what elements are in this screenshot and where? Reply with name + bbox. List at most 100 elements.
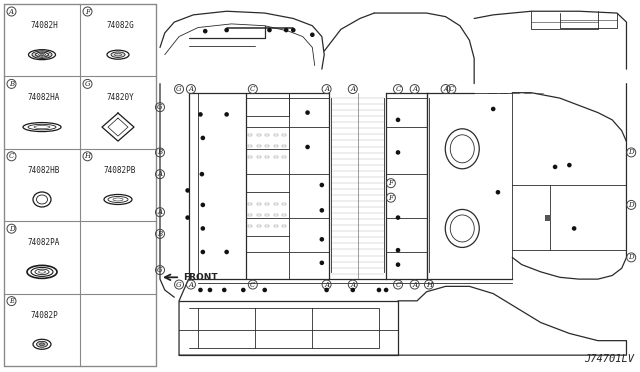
Bar: [545, 215, 551, 221]
Text: A: A: [324, 85, 329, 93]
Ellipse shape: [40, 343, 45, 346]
Bar: [274, 203, 278, 205]
Text: 74082H: 74082H: [30, 21, 58, 30]
Circle shape: [553, 164, 557, 169]
Text: F: F: [85, 7, 90, 16]
Text: A: A: [188, 85, 193, 93]
Text: C: C: [449, 85, 454, 93]
Bar: [282, 225, 286, 227]
Text: C: C: [9, 152, 14, 160]
Text: H: H: [426, 280, 432, 289]
Circle shape: [222, 288, 227, 292]
Text: A: A: [324, 280, 329, 289]
Text: D: D: [628, 148, 634, 156]
Bar: [282, 203, 286, 205]
Bar: [265, 145, 269, 147]
Text: B: B: [157, 148, 163, 156]
Text: B: B: [157, 230, 163, 238]
Text: 74082HA: 74082HA: [28, 93, 60, 102]
Text: 74082PA: 74082PA: [28, 238, 60, 247]
Circle shape: [351, 288, 355, 292]
Circle shape: [396, 215, 400, 220]
Bar: [265, 214, 269, 216]
Bar: [257, 156, 260, 158]
Text: A: A: [443, 85, 448, 93]
Circle shape: [225, 112, 229, 117]
Bar: [274, 145, 278, 147]
Circle shape: [319, 237, 324, 241]
Bar: [248, 134, 252, 136]
Text: D: D: [628, 253, 634, 262]
Text: A: A: [350, 85, 355, 93]
Text: G: G: [157, 103, 163, 111]
Bar: [282, 156, 286, 158]
Text: A: A: [9, 7, 14, 16]
Text: D: D: [628, 201, 634, 209]
Circle shape: [396, 150, 400, 155]
Text: C: C: [250, 280, 255, 289]
Bar: [248, 214, 252, 216]
Bar: [248, 156, 252, 158]
Circle shape: [203, 29, 207, 33]
Bar: [282, 214, 286, 216]
Circle shape: [305, 145, 310, 149]
Text: C: C: [396, 280, 401, 289]
Ellipse shape: [36, 341, 47, 347]
Ellipse shape: [111, 52, 125, 57]
Circle shape: [310, 32, 315, 37]
Bar: [265, 156, 269, 158]
Circle shape: [291, 28, 296, 32]
Text: A: A: [412, 85, 417, 93]
Bar: [257, 134, 260, 136]
Text: FRONT: FRONT: [183, 273, 218, 282]
Circle shape: [207, 288, 212, 292]
Circle shape: [572, 226, 577, 231]
Text: G: G: [176, 85, 182, 93]
Text: J74701LV: J74701LV: [584, 354, 634, 364]
Text: H: H: [84, 152, 91, 160]
Text: A: A: [157, 208, 163, 216]
Text: G: G: [157, 266, 163, 274]
Circle shape: [319, 183, 324, 187]
Bar: [265, 225, 269, 227]
Circle shape: [284, 28, 289, 32]
Text: 74082G: 74082G: [106, 21, 134, 30]
Text: G: G: [84, 80, 90, 88]
Bar: [274, 134, 278, 136]
Text: A: A: [412, 280, 417, 289]
Bar: [257, 203, 260, 205]
Text: A: A: [157, 170, 163, 178]
Bar: [282, 134, 286, 136]
Text: E: E: [9, 297, 14, 305]
Circle shape: [324, 288, 329, 292]
Text: A: A: [188, 280, 193, 289]
Bar: [274, 214, 278, 216]
Bar: [248, 203, 252, 205]
Bar: [257, 225, 260, 227]
Circle shape: [567, 163, 572, 167]
Circle shape: [241, 288, 246, 292]
Bar: [248, 225, 252, 227]
Circle shape: [396, 248, 400, 253]
Circle shape: [200, 226, 205, 231]
Text: C: C: [250, 85, 255, 93]
Bar: [265, 203, 269, 205]
Circle shape: [198, 112, 203, 117]
Circle shape: [200, 136, 205, 140]
Bar: [282, 145, 286, 147]
Text: 74082P: 74082P: [30, 311, 58, 320]
Bar: [274, 225, 278, 227]
Circle shape: [305, 110, 310, 115]
Text: D: D: [9, 225, 14, 233]
Circle shape: [396, 262, 400, 267]
Circle shape: [186, 188, 190, 193]
Bar: [4, 4, 156, 366]
Circle shape: [225, 250, 229, 254]
Bar: [274, 156, 278, 158]
Circle shape: [262, 288, 267, 292]
Circle shape: [495, 190, 500, 195]
Text: 74820Y: 74820Y: [106, 93, 134, 102]
Text: F: F: [388, 194, 394, 202]
Bar: [257, 145, 260, 147]
Circle shape: [198, 288, 203, 292]
